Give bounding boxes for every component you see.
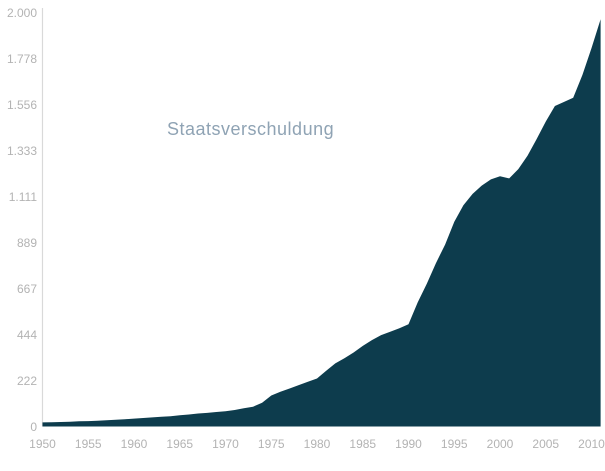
x-axis-tick-label: 1975 [257, 437, 285, 451]
x-axis-tick-label: 1970 [212, 437, 239, 451]
x-axis-tick-label: 1960 [120, 437, 148, 451]
x-axis-tick-label: 1955 [74, 437, 102, 451]
debt-area-shape [42, 19, 601, 427]
x-axis-tick-label: 1995 [440, 437, 468, 451]
y-axis-tick-label: 222 [16, 373, 37, 388]
x-axis-tick-label: 1990 [395, 437, 422, 451]
y-axis-tick-label: 2.000 [6, 6, 37, 20]
y-axis-tick-label: 1.556 [6, 97, 37, 112]
x-axis-tick-label: 1950 [29, 437, 56, 451]
y-axis-tick-label: 444 [16, 327, 37, 342]
y-axis-tick-label: 1.333 [6, 143, 37, 158]
chart-title: Staatsverschuldung [167, 119, 335, 139]
x-axis-tick-label: 1980 [303, 437, 331, 451]
x-axis-tick-label: 2000 [486, 437, 514, 451]
y-axis-tick-label: 1.111 [8, 189, 37, 204]
y-axis-tick-label: 667 [16, 281, 37, 296]
y-axis-tick-label: 1.778 [6, 51, 37, 66]
x-axis-tick-label: 2010 [578, 437, 605, 451]
y-axis-tick-label: 0 [30, 419, 37, 434]
x-axis-tick-label: 1985 [349, 437, 377, 451]
x-axis-tick-label: 1965 [166, 437, 194, 451]
y-axis-tick-label: 889 [16, 235, 37, 250]
x-axis-tick-label: 2005 [532, 437, 560, 451]
